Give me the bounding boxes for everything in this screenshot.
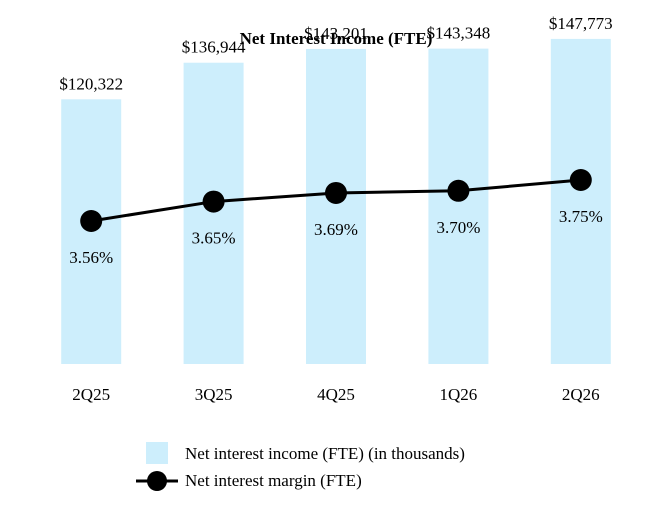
labels-layer: $120,322 2Q25 $136,944 3Q25 $143,201 4Q25 $143… [59,14,612,404]
margin-value-label-4Q25: 3.69% [314,220,358,239]
legend-line-marker [147,471,167,491]
bar-4Q25 [306,48,366,365]
margin-point-3Q25 [202,190,225,213]
margin-point-4Q25 [325,181,347,204]
bar-value-label-1Q26: $143,348 [427,24,491,43]
bar-3Q25 [183,62,244,364]
bars-layer [61,38,611,365]
legend: Net interest income (FTE) (in thousands)… [136,442,465,491]
x-tick-label-2Q26: 2Q26 [562,385,600,404]
margin-point-2Q25 [80,210,103,232]
bar-2Q26 [550,38,611,364]
x-tick-label-1Q26: 1Q26 [440,385,478,404]
bar-value-label-2Q26: $147,773 [549,14,613,33]
margin-point-1Q26 [447,179,470,202]
margin-line-layer [80,169,592,232]
legend-line-label: Net interest margin (FTE) [185,471,362,490]
margin-value-label-3Q25: 3.65% [192,229,236,248]
legend-bar-label: Net interest income (FTE) (in thousands) [185,444,465,463]
x-tick-label-4Q25: 4Q25 [317,385,355,404]
margin-point-2Q26 [569,169,592,191]
bar-value-label-3Q25: $136,944 [182,38,246,57]
bar-1Q26 [428,48,489,364]
legend-bar-swatch [146,442,168,464]
x-tick-label-3Q25: 3Q25 [195,385,233,404]
margin-value-label-1Q26: 3.70% [436,218,480,237]
bar-value-label-4Q25: $143,201 [304,24,368,43]
margin-value-label-2Q26: 3.75% [559,207,603,226]
margin-value-label-2Q25: 3.56% [69,248,113,267]
chart-title: Net Interest Income (FTE) [240,29,433,48]
bar-value-label-2Q25: $120,322 [59,74,123,93]
x-tick-label-2Q25: 2Q25 [72,385,110,404]
